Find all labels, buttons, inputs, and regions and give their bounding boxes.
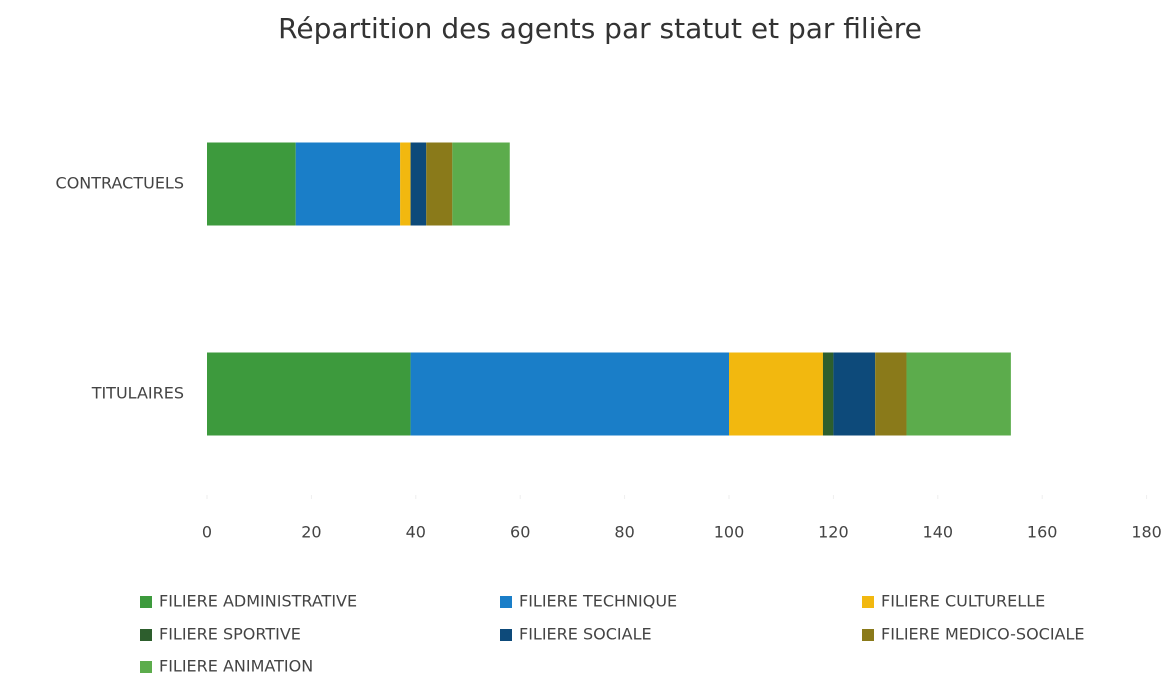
x-tick-label: 0 [202,523,212,542]
bar-segment [207,142,296,226]
legend-label: FILIERE SPORTIVE [159,625,301,644]
x-tick-label: 20 [301,523,321,542]
legend-swatch [862,629,874,641]
x-tick-label: 140 [923,523,954,542]
legend-swatch [140,661,152,673]
x-tick-label: 180 [1131,523,1162,542]
legend-swatch [500,596,512,608]
bar-segment [452,142,510,226]
y-tick-label: CONTRACTUELS [56,174,184,193]
legend-swatch [862,596,874,608]
legend-label: FILIERE CULTURELLE [881,592,1045,611]
bar-segment [729,352,823,436]
legend-swatch [500,629,512,641]
y-tick-label: TITULAIRES [91,384,184,403]
legend-label: FILIERE TECHNIQUE [519,592,677,611]
legend-label: FILIERE ANIMATION [159,657,313,676]
x-tick-label: 60 [510,523,530,542]
legend-swatch [140,596,152,608]
x-tick-label: 80 [614,523,634,542]
x-tick-label: 40 [406,523,426,542]
bar-segment [906,352,1011,436]
x-tick-label: 100 [714,523,745,542]
bar-segment [833,352,876,436]
x-tick-label: 160 [1027,523,1058,542]
legend-label: FILIERE ADMINISTRATIVE [159,592,357,611]
bar-segment [207,352,411,436]
bar-segment [410,352,729,436]
bar-segment [410,142,427,226]
legend-swatch [140,629,152,641]
legend-label: FILIERE MEDICO-SOCIALE [881,625,1085,644]
legend-label: FILIERE SOCIALE [519,625,652,644]
bar-segment [875,352,907,436]
bar-segment [822,352,834,436]
chart-title: Répartition des agents par statut et par… [278,12,922,45]
bar-segment [400,142,411,226]
bar-segment [426,142,453,226]
bar-segment [295,142,401,226]
x-tick-label: 120 [818,523,849,542]
